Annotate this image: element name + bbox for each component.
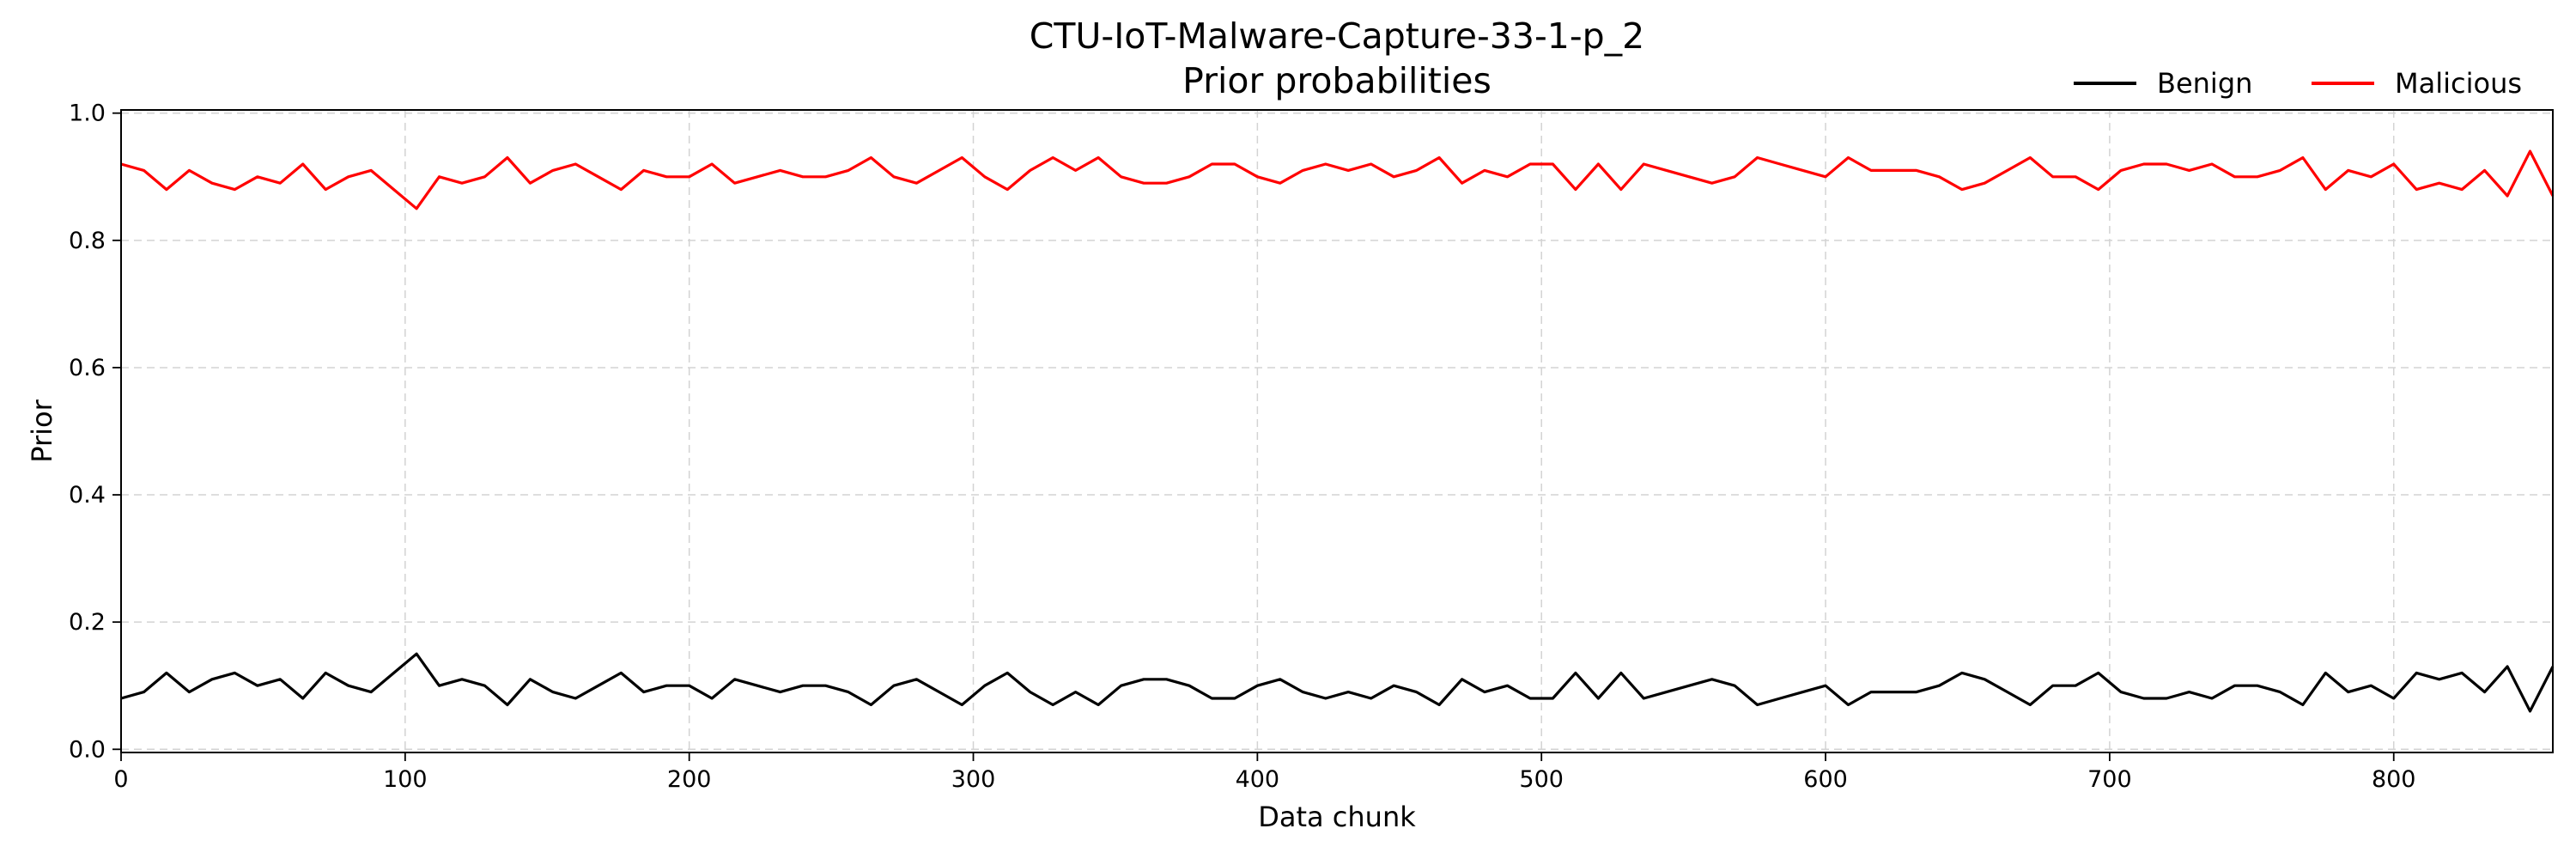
series-line-benign (120, 652, 2555, 713)
x-tick-label: 300 (951, 766, 996, 793)
x-tick-label: 800 (2372, 766, 2416, 793)
y-tick-label: 0.2 (69, 609, 106, 636)
x-tick-label: 500 (1519, 766, 1564, 793)
x-tick-label: 0 (113, 766, 128, 793)
y-tick-label: 0.6 (69, 355, 106, 381)
grid (120, 110, 2553, 752)
x-tick-label: 100 (383, 766, 428, 793)
x-tick-label: 700 (2087, 766, 2132, 793)
legend: Benign Malicious (2074, 67, 2522, 100)
axis-ticks: 0 100 200 300 400 500 600 700 800 0.0 0.2 0.4 0.6 0.8… (69, 101, 2415, 793)
legend-label-malicious: Malicious (2395, 67, 2522, 100)
plot-frame (120, 109, 2554, 753)
y-tick-label: 0.4 (69, 482, 106, 509)
x-axis-label: Data chunk (1258, 801, 1416, 833)
y-tick-label: 1.0 (69, 101, 106, 127)
series-line-malicious (120, 149, 2555, 210)
legend-label-benign: Benign (2157, 67, 2252, 100)
x-tick-label: 600 (1803, 766, 1848, 793)
x-tick-label: 200 (667, 766, 712, 793)
chart-title: CTU-IoT-Malware-Capture-33-1-p_2 (1030, 15, 1645, 57)
series-lines (120, 149, 2555, 713)
chart-subtitle: Prior probabilities (1182, 60, 1492, 101)
y-axis-label: Prior (26, 399, 58, 462)
y-tick-label: 0.8 (69, 228, 106, 254)
y-tick-label: 0.0 (69, 736, 106, 763)
x-tick-label: 400 (1236, 766, 1280, 793)
